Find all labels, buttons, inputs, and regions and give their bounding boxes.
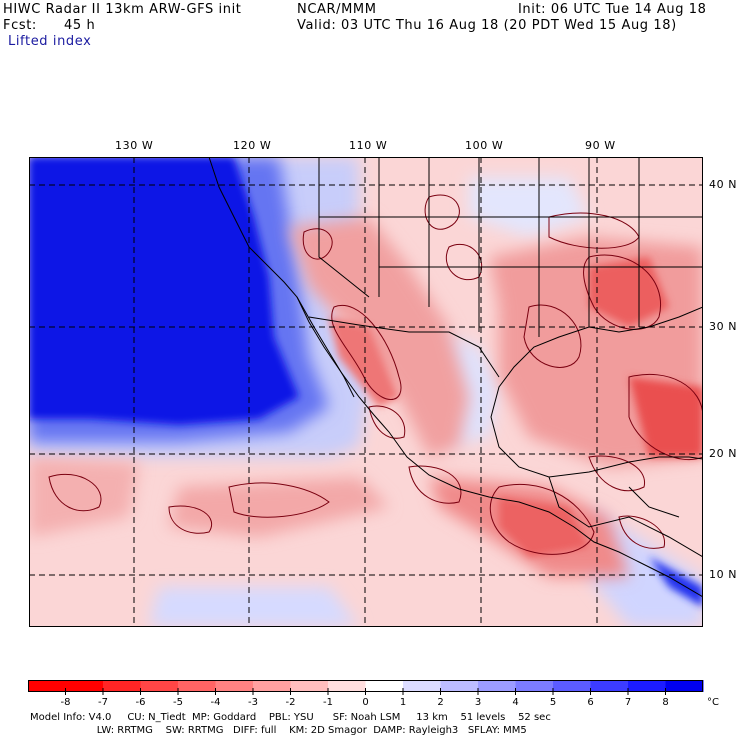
field-name: Lifted index bbox=[8, 34, 92, 49]
legend-swatch bbox=[478, 680, 516, 692]
legend-tick-label: -4 bbox=[211, 697, 221, 708]
legend-tick-label: 6 bbox=[587, 697, 593, 708]
legend-swatch bbox=[28, 680, 66, 692]
legend-swatch bbox=[65, 680, 104, 692]
legend-swatch bbox=[253, 680, 291, 692]
legend-swatch bbox=[290, 680, 329, 692]
lon-label-130w: 130 W bbox=[115, 139, 154, 152]
color-legend: -8 -7 -6 -5 -4 -3 -2 -1 0 1 2 3 4 5 6 7 8 °C bbox=[28, 680, 719, 708]
legend-swatch bbox=[590, 680, 629, 692]
legend-tick-label: -6 bbox=[136, 697, 146, 708]
legend-tick-label: 4 bbox=[512, 697, 518, 708]
lon-label-90w: 90 W bbox=[585, 139, 616, 152]
organization: NCAR/MMM bbox=[297, 2, 377, 17]
political-borders bbox=[208, 157, 703, 598]
legend-swatch bbox=[515, 680, 554, 692]
latlon-grid bbox=[29, 157, 703, 627]
legend-swatch bbox=[178, 680, 216, 692]
legend-swatch bbox=[440, 680, 479, 692]
lat-label-10n: 10 N bbox=[709, 568, 738, 581]
legend-tick-label: 0 bbox=[362, 697, 368, 708]
forecast-hour: 45 h bbox=[64, 18, 96, 33]
legend-swatch bbox=[628, 680, 666, 692]
lon-label-110w: 110 W bbox=[349, 139, 388, 152]
legend-tick-label: -7 bbox=[98, 697, 108, 708]
model-info-line1: Model Info: V4.0 CU: N_Tiedt MP: Goddard… bbox=[30, 712, 551, 723]
lat-label-20n: 20 N bbox=[709, 447, 738, 460]
product-title: HIWC Radar II 13km ARW-GFS init bbox=[3, 2, 242, 17]
lat-label-30n: 30 N bbox=[709, 320, 738, 333]
legend-tick-label: -2 bbox=[286, 697, 296, 708]
li-contours bbox=[48, 194, 703, 555]
stable-areas-deep bbox=[29, 157, 703, 607]
forecast-label: Fcst: bbox=[3, 18, 37, 33]
lifted-index-map bbox=[29, 157, 703, 627]
legend-unit: °C bbox=[707, 697, 719, 708]
legend-tick-label: -5 bbox=[173, 697, 183, 708]
legend-swatch bbox=[403, 680, 441, 692]
model-info-line2: LW: RRTMG SW: RRTMG DIFF: full KM: 2D Sm… bbox=[30, 725, 527, 736]
legend-tick-label: -1 bbox=[323, 697, 333, 708]
legend-tick-label: 7 bbox=[625, 697, 631, 708]
legend-tick-label: 3 bbox=[475, 697, 481, 708]
legend-swatch bbox=[328, 680, 366, 692]
lon-label-120w: 120 W bbox=[233, 139, 272, 152]
legend-tick-label: 1 bbox=[400, 697, 406, 708]
legend-swatch bbox=[103, 680, 141, 692]
legend-tick-label: 2 bbox=[437, 697, 443, 708]
legend-tick-label: 5 bbox=[550, 697, 556, 708]
lat-label-40n: 40 N bbox=[709, 178, 738, 191]
legend-swatch bbox=[215, 680, 254, 692]
lon-label-100w: 100 W bbox=[465, 139, 504, 152]
legend-swatch bbox=[140, 680, 179, 692]
legend-swatch bbox=[365, 680, 404, 692]
init-time: Init: 06 UTC Tue 14 Aug 18 bbox=[518, 2, 707, 17]
legend-swatch bbox=[553, 680, 591, 692]
legend-tick-label: 8 bbox=[662, 697, 668, 708]
legend-tick-label: -3 bbox=[248, 697, 258, 708]
legend-tick-label: -8 bbox=[61, 697, 71, 708]
map-frame bbox=[29, 157, 703, 627]
valid-time: Valid: 03 UTC Thu 16 Aug 18 (20 PDT Wed … bbox=[297, 18, 677, 33]
legend-swatch bbox=[665, 680, 704, 692]
